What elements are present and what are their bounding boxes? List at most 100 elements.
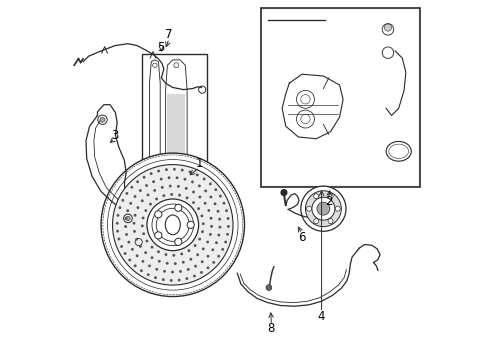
Circle shape — [169, 279, 172, 282]
Circle shape — [177, 279, 180, 282]
Circle shape — [224, 240, 226, 243]
Circle shape — [186, 268, 189, 271]
Circle shape — [265, 285, 271, 291]
Circle shape — [203, 202, 206, 205]
Circle shape — [198, 195, 201, 198]
Circle shape — [135, 238, 138, 240]
Circle shape — [170, 193, 173, 196]
Circle shape — [203, 177, 205, 180]
Circle shape — [148, 265, 151, 267]
Circle shape — [144, 209, 147, 212]
Text: 5: 5 — [157, 41, 164, 54]
Circle shape — [316, 202, 329, 215]
Circle shape — [132, 222, 135, 225]
Circle shape — [155, 198, 158, 201]
Circle shape — [327, 219, 332, 224]
Circle shape — [194, 265, 197, 267]
Circle shape — [181, 168, 183, 171]
Circle shape — [150, 246, 153, 248]
Circle shape — [141, 225, 143, 228]
Circle shape — [217, 255, 220, 258]
Circle shape — [133, 195, 136, 198]
Circle shape — [149, 203, 152, 206]
Circle shape — [101, 153, 244, 297]
Circle shape — [160, 177, 163, 180]
Circle shape — [157, 250, 160, 253]
Circle shape — [185, 197, 188, 199]
Circle shape — [167, 176, 170, 179]
Circle shape — [215, 241, 218, 244]
Circle shape — [174, 204, 182, 211]
Circle shape — [189, 258, 192, 261]
Circle shape — [134, 264, 136, 267]
Circle shape — [154, 232, 162, 239]
Circle shape — [131, 248, 134, 251]
Circle shape — [178, 194, 181, 197]
Circle shape — [146, 273, 149, 276]
Circle shape — [179, 270, 182, 273]
Text: 1: 1 — [196, 157, 203, 170]
Text: 2: 2 — [325, 195, 332, 208]
Circle shape — [209, 195, 212, 198]
Circle shape — [208, 233, 211, 236]
Circle shape — [206, 255, 209, 258]
Circle shape — [155, 268, 158, 271]
Circle shape — [163, 270, 165, 273]
Circle shape — [300, 186, 346, 231]
Circle shape — [158, 260, 161, 263]
Circle shape — [188, 171, 191, 174]
Circle shape — [201, 230, 203, 233]
Circle shape — [117, 238, 120, 240]
Circle shape — [221, 248, 224, 251]
Circle shape — [125, 216, 130, 221]
Circle shape — [116, 222, 119, 225]
Circle shape — [313, 194, 318, 199]
Circle shape — [152, 180, 155, 183]
Circle shape — [164, 253, 167, 256]
Circle shape — [125, 233, 128, 236]
Circle shape — [201, 260, 203, 263]
Circle shape — [225, 233, 228, 236]
Circle shape — [112, 165, 233, 285]
Circle shape — [219, 195, 222, 198]
Circle shape — [116, 214, 119, 217]
Circle shape — [142, 176, 145, 179]
Circle shape — [126, 209, 129, 212]
Circle shape — [218, 218, 221, 221]
Circle shape — [192, 190, 195, 193]
Circle shape — [175, 176, 178, 179]
Circle shape — [335, 206, 340, 211]
Circle shape — [212, 261, 215, 264]
Bar — [260, 8, 419, 187]
Circle shape — [124, 225, 127, 228]
Text: 3: 3 — [111, 129, 118, 142]
Circle shape — [128, 258, 131, 261]
Text: 4: 4 — [317, 310, 325, 323]
Circle shape — [193, 244, 196, 247]
Circle shape — [185, 277, 188, 280]
Circle shape — [202, 222, 204, 225]
Circle shape — [149, 172, 152, 175]
Circle shape — [198, 238, 201, 240]
Text: 6: 6 — [298, 231, 305, 244]
Circle shape — [136, 180, 139, 183]
Circle shape — [172, 254, 175, 257]
Bar — [167, 94, 185, 162]
Circle shape — [193, 275, 195, 278]
Circle shape — [197, 207, 200, 210]
Circle shape — [305, 191, 341, 226]
Circle shape — [153, 189, 156, 192]
Circle shape — [144, 251, 147, 254]
Circle shape — [200, 271, 203, 274]
Circle shape — [145, 239, 148, 242]
Circle shape — [180, 252, 183, 255]
Circle shape — [164, 168, 167, 171]
Circle shape — [226, 225, 229, 228]
Circle shape — [168, 185, 171, 188]
Circle shape — [177, 185, 180, 188]
Circle shape — [120, 245, 123, 248]
Circle shape — [124, 217, 127, 220]
Circle shape — [154, 211, 162, 218]
Circle shape — [136, 206, 139, 209]
Circle shape — [187, 221, 194, 228]
